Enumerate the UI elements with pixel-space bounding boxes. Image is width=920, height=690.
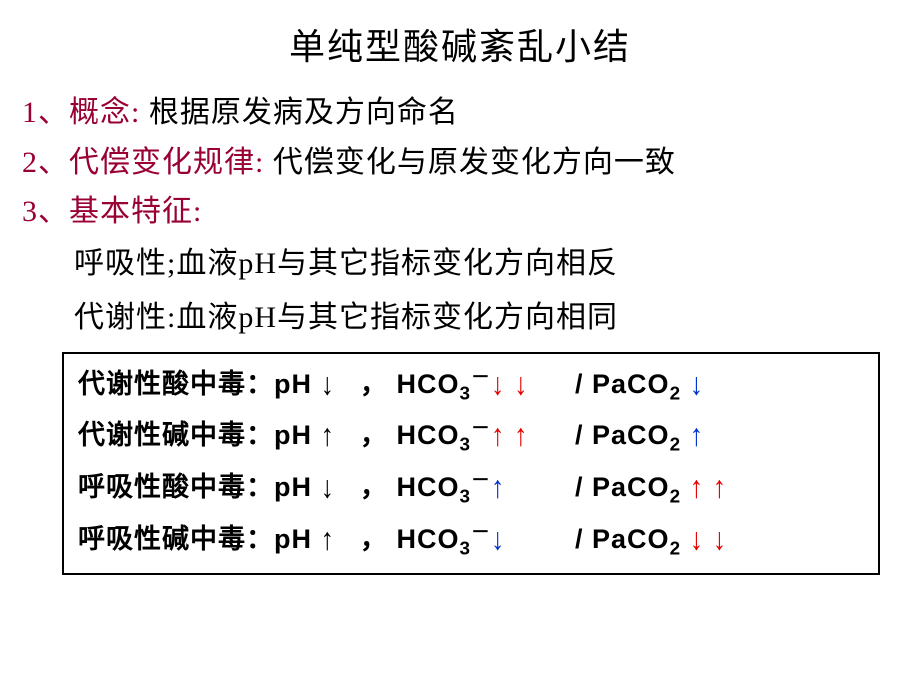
ph-value: pH ↓	[274, 463, 360, 512]
paco2-value: PaCO2 ↓	[592, 369, 704, 399]
paco2-value: PaCO2 ↑ ↑	[592, 472, 727, 502]
list-item: 2、代偿变化规律: 代偿变化与原发变化方向一致	[22, 138, 920, 188]
list-item: 3、基本特征:	[22, 187, 920, 237]
page-title: 单纯型酸碱紊乱小结	[0, 0, 920, 88]
item-number: 1、	[22, 96, 69, 129]
ph-value: pH ↑	[274, 515, 360, 564]
row-name: 呼吸性碱中毒：	[78, 524, 274, 554]
hco3-value: HCO3－↑ ↑	[397, 420, 567, 450]
item-number: 3、	[22, 195, 69, 228]
item-label: 代偿变化规律:	[69, 146, 264, 179]
item-content: 代偿变化与原发变化方向一致	[264, 146, 676, 179]
paco2-value: PaCO2 ↑	[592, 420, 704, 450]
numbered-list: 1、概念: 根据原发病及方向命名 2、代偿变化规律: 代偿变化与原发变化方向一致…	[0, 88, 920, 237]
item-number: 2、	[22, 146, 69, 179]
item-label: 基本特征:	[69, 195, 202, 228]
row-name: 代谢性碱中毒：	[78, 420, 274, 450]
summary-table: 代谢性酸中毒：pH ↓， HCO3－↓ ↓ / PaCO2 ↓代谢性碱中毒：pH…	[62, 352, 880, 575]
sub-line: 呼吸性;血液pH与其它指标变化方向相反	[0, 237, 920, 292]
list-item: 1、概念: 根据原发病及方向命名	[22, 88, 920, 138]
row-name: 代谢性酸中毒：	[78, 369, 274, 399]
hco3-value: HCO3－↓ ↓	[397, 369, 567, 399]
item-content: 根据原发病及方向命名	[140, 96, 459, 129]
hco3-value: HCO3－↑	[397, 472, 567, 502]
item-label: 概念:	[69, 96, 140, 129]
sub-line: 代谢性:血液pH与其它指标变化方向相同	[0, 291, 920, 346]
ph-value: pH ↑	[274, 411, 360, 460]
table-row: 呼吸性碱中毒：pH ↑， HCO3－↓ / PaCO2 ↓ ↓	[78, 515, 868, 567]
table-row: 呼吸性酸中毒：pH ↓， HCO3－↑ / PaCO2 ↑ ↑	[78, 463, 868, 515]
paco2-value: PaCO2 ↓ ↓	[592, 524, 727, 554]
table-row: 代谢性碱中毒：pH ↑， HCO3－↑ ↑ / PaCO2 ↑	[78, 411, 868, 463]
ph-value: pH ↓	[274, 360, 360, 409]
row-name: 呼吸性酸中毒：	[78, 472, 274, 502]
hco3-value: HCO3－↓	[397, 524, 567, 554]
table-row: 代谢性酸中毒：pH ↓， HCO3－↓ ↓ / PaCO2 ↓	[78, 360, 868, 412]
